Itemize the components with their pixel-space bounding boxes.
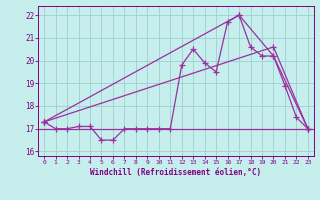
X-axis label: Windchill (Refroidissement éolien,°C): Windchill (Refroidissement éolien,°C) — [91, 168, 261, 177]
